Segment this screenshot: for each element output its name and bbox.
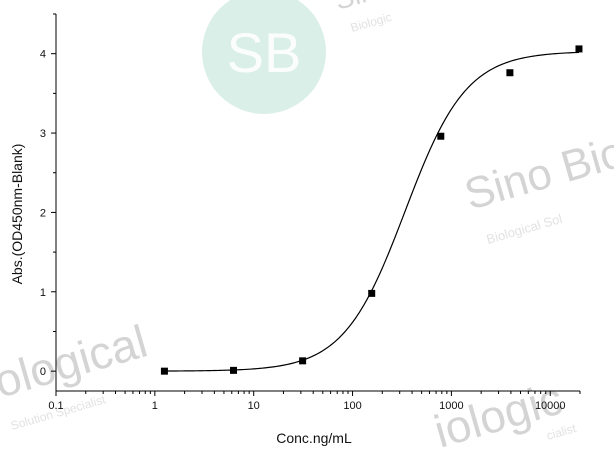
y-axis-ticks: 0 1 2 3 4 (40, 13, 56, 378)
watermark-text-biologic: Biologic (349, 10, 393, 35)
data-point (575, 45, 583, 53)
data-point (160, 367, 168, 375)
data-point (230, 366, 238, 374)
watermark-text-ological: ological (0, 315, 153, 408)
watermark-text-biological-sol: Biological Sol (485, 211, 564, 247)
axes: 0.1 1 10 100 1000 10000 0 1 2 3 4 (40, 13, 581, 412)
watermark-logo-text: SB (227, 21, 302, 84)
y-axis-title: Abs.(OD450nm-Blank) (9, 144, 25, 285)
data-point (437, 132, 445, 140)
y-tick-label: 1 (40, 287, 46, 299)
data-point (299, 357, 307, 365)
watermark-text-sino-bio: Sino Bio (459, 127, 614, 219)
x-tick-label: 10 (248, 400, 260, 412)
data-point (368, 289, 376, 297)
y-tick-label: 3 (40, 128, 46, 140)
watermark-logo: SB (202, 0, 326, 114)
data-point (506, 69, 514, 77)
data-points-layer (160, 45, 583, 375)
y-tick-label: 0 (40, 366, 46, 378)
y-tick-label: 2 (40, 207, 46, 219)
x-tick-label: 1 (152, 400, 158, 412)
x-tick-label: 100 (343, 400, 361, 412)
x-tick-label: 10000 (535, 400, 566, 412)
x-axis-title: Conc.ng/mL (276, 430, 352, 446)
x-axis-ticks: 0.1 1 10 100 1000 10000 (48, 391, 581, 412)
y-tick-label: 4 (40, 49, 46, 61)
x-tick-label: 0.1 (48, 400, 63, 412)
x-tick-label: 1000 (439, 400, 463, 412)
